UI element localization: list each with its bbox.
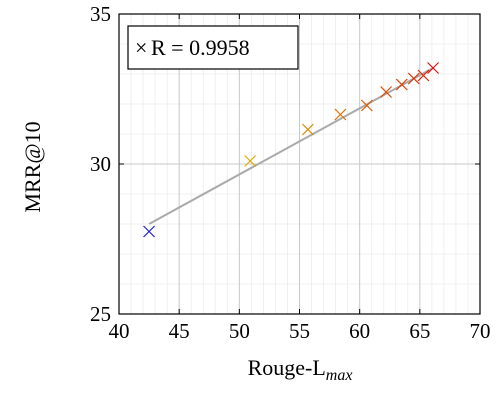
fit-line <box>148 67 434 225</box>
x-tick-label: 40 <box>109 319 130 343</box>
x-axis-label: Rouge-Lmax <box>248 355 353 384</box>
data-point-stroke <box>417 69 430 82</box>
data-point-stroke <box>244 155 257 167</box>
data-point-stroke <box>380 86 393 98</box>
data-point <box>244 155 257 167</box>
data-point-stroke <box>334 108 347 121</box>
data-point-stroke <box>360 99 373 112</box>
x-tick-label: 65 <box>409 319 430 343</box>
data-point <box>407 72 420 85</box>
y-tick-label: 25 <box>90 302 111 326</box>
data-point <box>427 62 439 74</box>
x-tick-label: 50 <box>229 319 250 343</box>
x-axis-label-subscript: max <box>326 367 353 384</box>
data-point <box>143 225 156 238</box>
legend-marker: × <box>135 35 147 60</box>
data-point-stroke <box>407 72 420 85</box>
legend-label: R = 0.9958 <box>151 35 250 60</box>
data-point <box>360 99 373 112</box>
legend-frame <box>127 25 299 70</box>
data-point <box>301 123 314 136</box>
data-point <box>417 69 430 82</box>
y-tick-label: 30 <box>90 152 111 176</box>
x-tick-label: 55 <box>289 319 310 343</box>
data-point <box>380 86 393 98</box>
data-point <box>395 78 408 91</box>
x-tick-label: 60 <box>349 319 370 343</box>
x-tick-label: 45 <box>169 319 190 343</box>
axes <box>118 13 481 315</box>
fit-line-layer <box>148 67 434 225</box>
tick-labels: 40 45 50 55 60 65 70 25 30 35 <box>90 2 491 343</box>
legend-box: × R = 0.9958 <box>127 25 299 70</box>
data-point-stroke <box>427 62 439 74</box>
data-point-stroke <box>395 78 408 91</box>
data-point <box>334 108 347 121</box>
data-points <box>143 62 439 238</box>
y-tick-label: 35 <box>90 2 111 26</box>
x-tick-label: 70 <box>470 319 491 343</box>
data-point-stroke <box>143 225 156 238</box>
data-point-stroke <box>301 123 314 136</box>
x-axis-label-main: Rouge-L <box>248 355 326 380</box>
y-axis-label: MRR@10 <box>20 121 45 212</box>
